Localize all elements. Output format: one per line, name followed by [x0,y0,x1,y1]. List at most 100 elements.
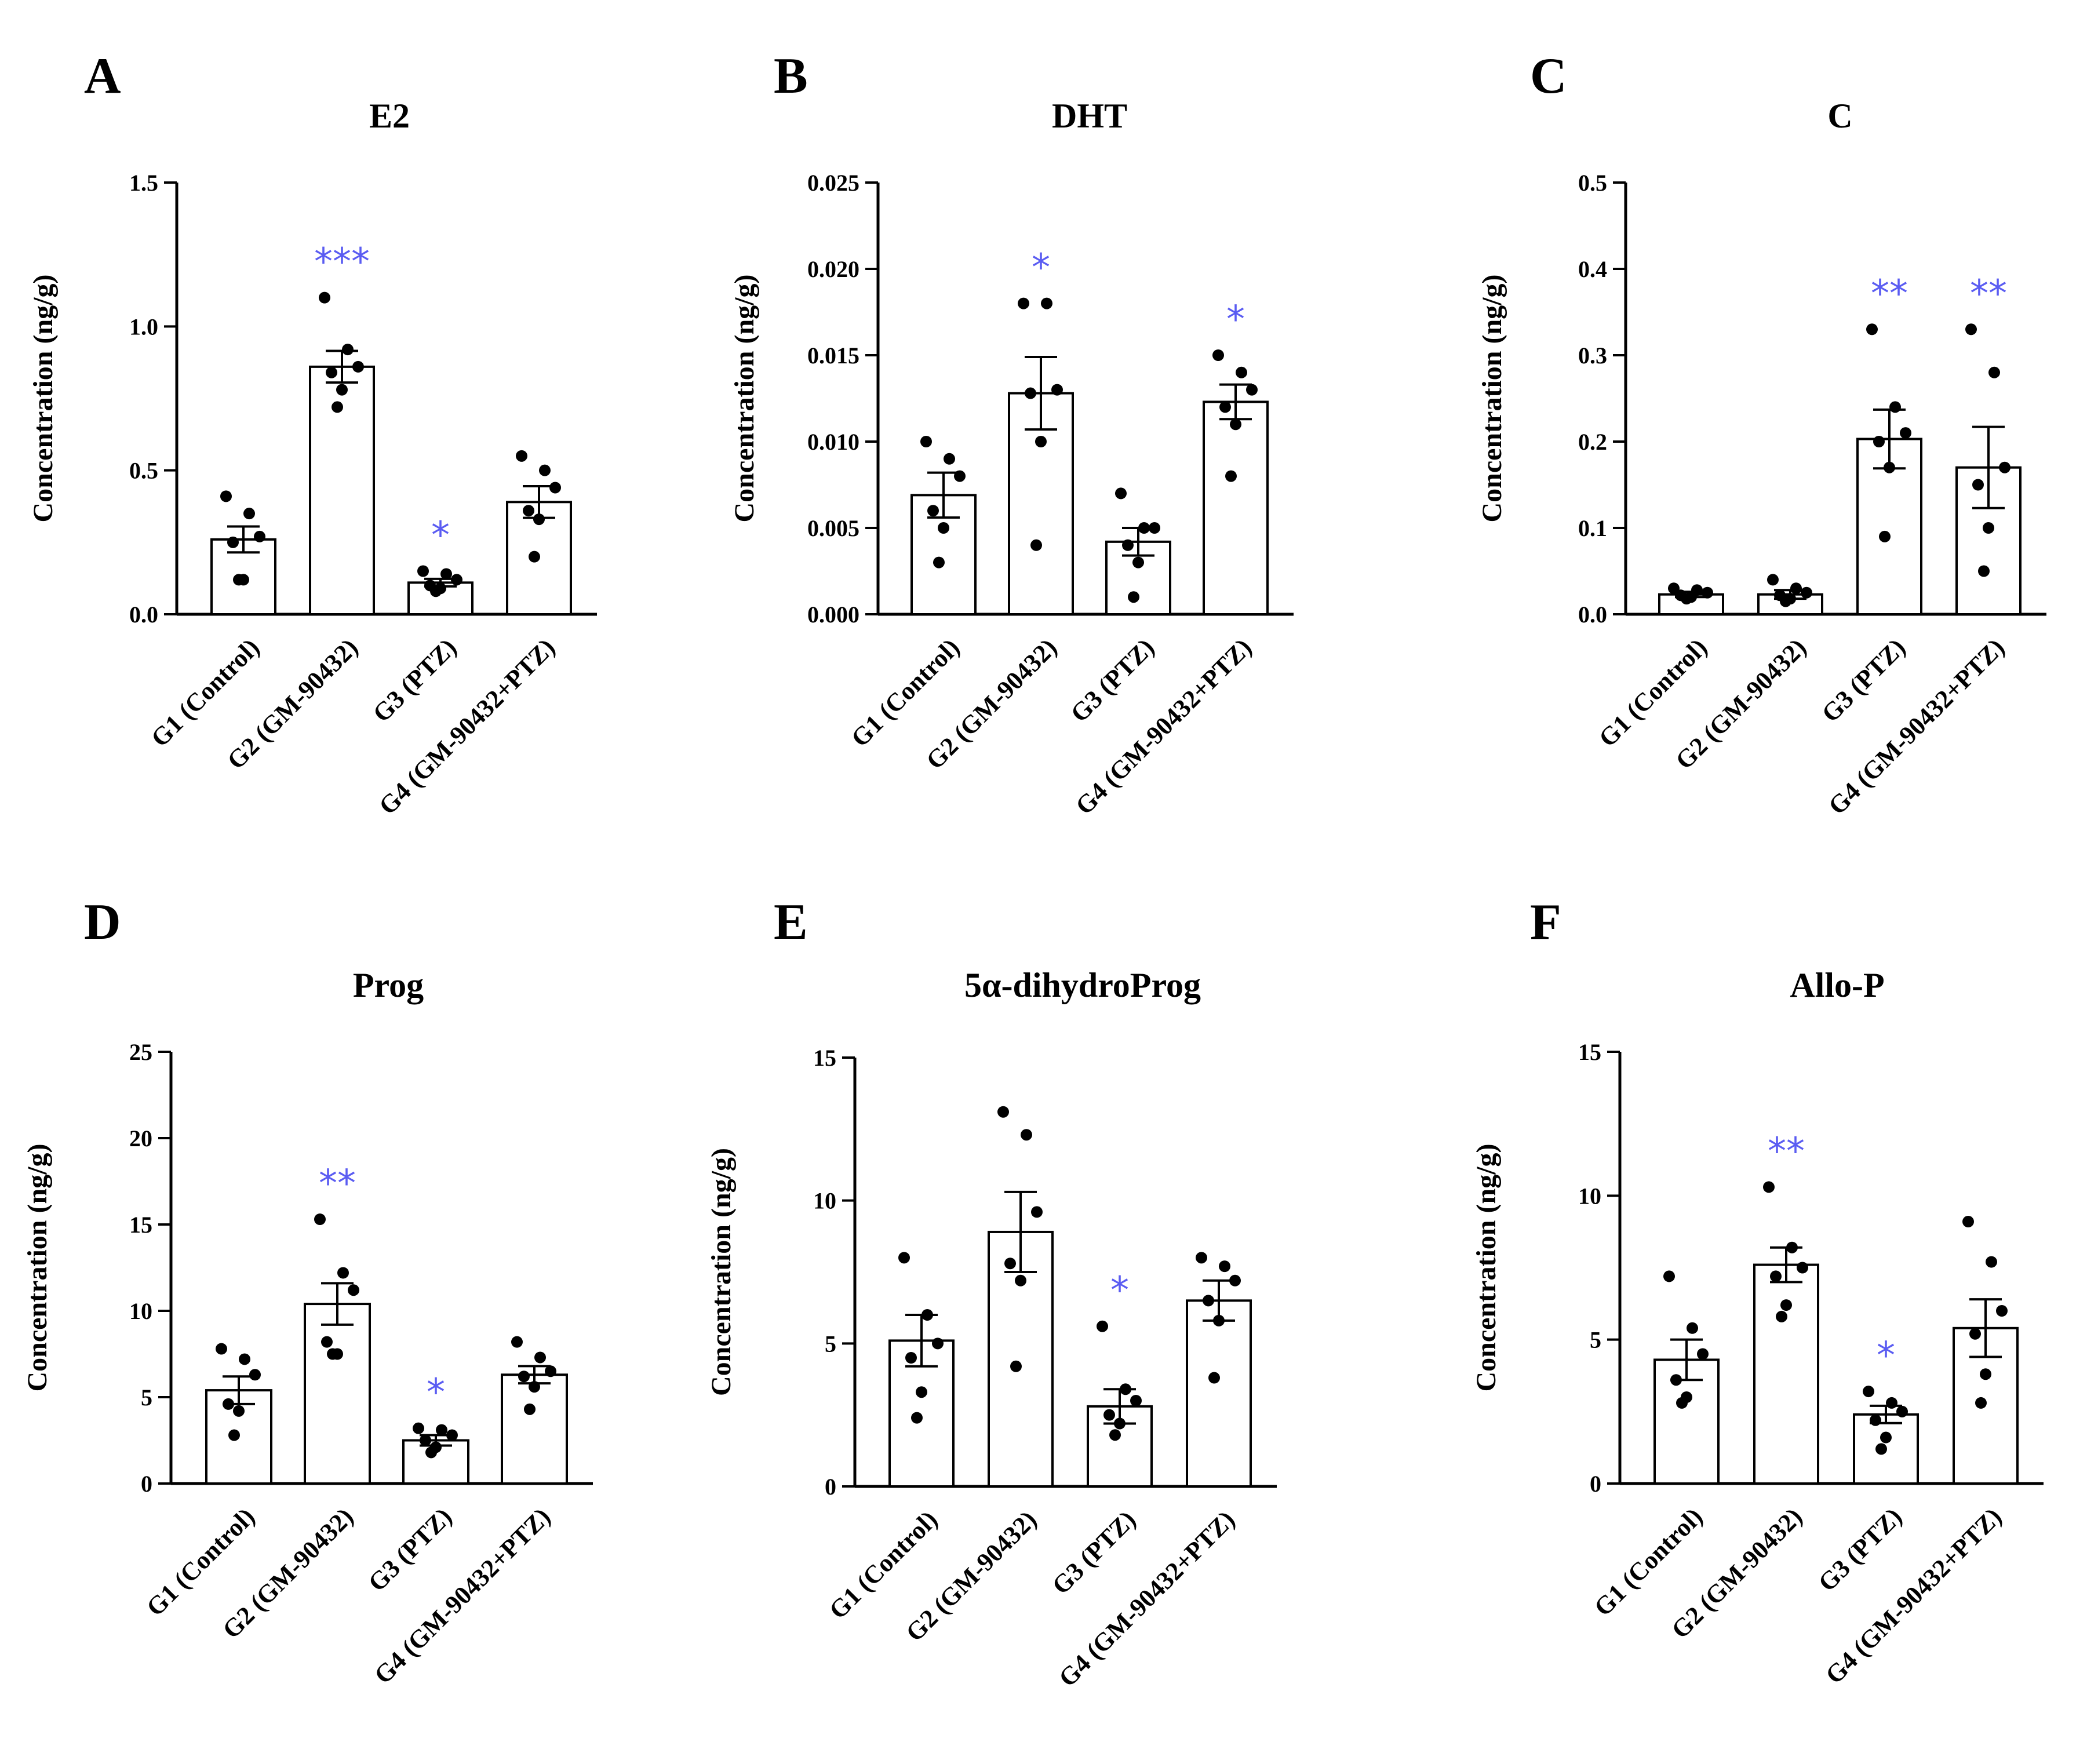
data-point [254,530,265,542]
data-point [1763,1181,1775,1193]
data-point [1980,1368,1991,1380]
chart-panel-c: C C 0.0 0.1 0.2 0.3 0.4 0.5 Concentration (ng/g)… [1477,48,2046,820]
data-point [348,1284,359,1296]
chart-title: C [1827,97,1852,135]
data-point [430,585,442,597]
data-point [1230,418,1241,431]
bar [988,1230,1054,1488]
significance-marker: * [431,515,450,557]
y-tick-label: 0.5 [129,458,158,484]
data-point [436,1424,447,1436]
y-tick-label: 10 [813,1188,836,1214]
chart-title: DHT [1052,97,1127,135]
y-tick-label: 0.4 [1578,256,1607,282]
data-point [1128,591,1139,603]
data-point [1225,470,1237,482]
data-point [1021,1129,1032,1141]
category-label: G4 (GM-90432+PTZ) [373,633,560,820]
data-point [1965,323,1977,336]
data-point [1138,522,1150,534]
data-point [216,1343,227,1355]
data-point [1219,401,1231,413]
data-point [1130,1395,1142,1406]
chart-title: E2 [369,97,410,135]
data-point [1873,436,1885,447]
data-point [534,1351,546,1364]
y-axis-label: Concentration (ng/g) [22,1144,53,1392]
data-point [1236,366,1247,378]
category-label: G4 (GM-90432+PTZ) [369,1502,556,1689]
data-point [1663,1270,1675,1282]
panel-letter: B [774,48,808,104]
y-tick-label: 0.000 [807,602,859,628]
data-point [228,1429,240,1441]
data-point [997,1106,1009,1118]
category-label: G3 (PTZ) [1816,633,1911,727]
data-point [920,436,932,447]
data-point [933,556,945,568]
data-point [944,453,955,465]
data-point [1097,1320,1108,1332]
y-tick-label: 0.1 [1578,515,1607,541]
category-label: G3 (PTZ) [367,633,462,727]
y-axis-label: Concentration (ng/g) [729,275,760,523]
data-point [413,1422,424,1434]
data-point [1780,1299,1792,1311]
data-point [1875,1443,1887,1455]
data-point [905,1352,917,1364]
y-tick-label: 5 [825,1331,836,1357]
data-point [326,366,337,378]
data-point [1978,565,1990,577]
data-point [1879,530,1891,542]
data-point [1776,1310,1787,1322]
data-point [1770,1270,1782,1282]
data-point [1697,1348,1709,1360]
data-point [1676,1397,1688,1409]
chart-panel-b: B DHT 0.000 0.005 0.010 0.015 0.020 0.025 Concen… [729,48,1294,820]
data-point [1786,1241,1798,1253]
data-point [927,505,939,517]
significance-marker: ** [319,1162,356,1205]
category-label: G3 (PTZ) [1047,1505,1141,1599]
data-point [1212,349,1224,361]
data-point [1208,1372,1220,1384]
data-point [529,551,540,563]
data-point [1801,586,1812,599]
y-tick-label: 15 [813,1045,836,1071]
y-tick-label: 5 [141,1384,152,1411]
y-axis-label: Concentration (ng/g) [706,1148,737,1396]
significance-marker: ** [1768,1130,1805,1173]
y-tick-label: 0 [1590,1471,1601,1497]
category-label: G3 (PTZ) [363,1502,457,1597]
data-point [425,1446,437,1459]
data-point [539,464,551,476]
y-tick-label: 15 [1578,1039,1601,1065]
data-point [1196,1252,1207,1264]
panel-letter: D [84,894,121,950]
data-point [1702,586,1713,599]
data-point [1767,574,1779,586]
data-point [1986,1256,1997,1268]
y-tick-label: 0.020 [807,256,859,282]
panel-letter: E [774,894,808,950]
y-tick-label: 0.015 [807,342,859,369]
significance-marker: * [427,1372,445,1415]
data-point [1969,1328,1981,1340]
data-point [1031,1206,1043,1218]
data-point [327,1348,338,1360]
chart-title: 5α-dihydroProg [964,966,1201,1004]
y-tick-label: 20 [129,1125,152,1151]
chart-title: Prog [353,966,424,1004]
data-point [518,1371,530,1383]
data-point [516,450,527,462]
data-point [1900,427,1911,439]
y-tick-label: 0.005 [807,515,859,541]
y-tick-label: 0.0 [1578,602,1607,628]
y-tick-label: 0 [141,1471,152,1497]
data-point [1886,1397,1897,1409]
y-tick-label: 0.025 [807,170,859,196]
